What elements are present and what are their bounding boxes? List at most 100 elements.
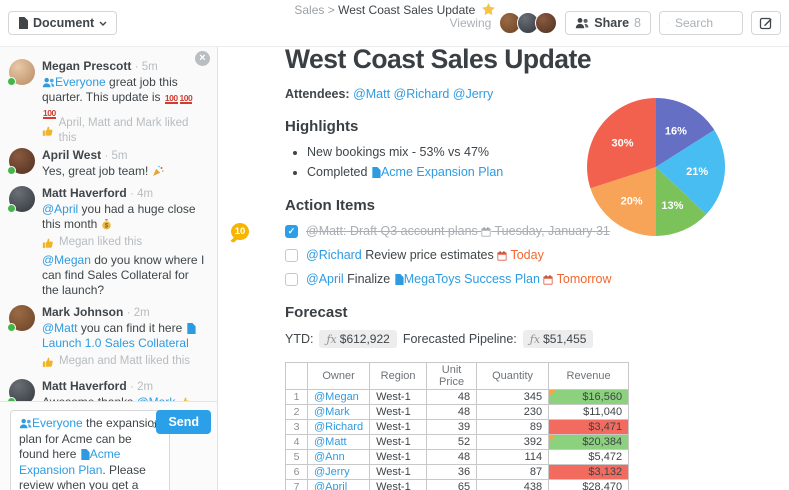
doc-link[interactable]: MegaToys Success Plan xyxy=(403,272,540,286)
message-author[interactable]: April West xyxy=(42,148,102,162)
unit-price-cell[interactable]: 48 xyxy=(426,404,478,420)
breadcrumb-section[interactable]: Sales xyxy=(294,3,325,17)
unit-price-cell[interactable]: 48 xyxy=(426,389,478,405)
column-header[interactable]: Quantity xyxy=(476,362,550,390)
due-date[interactable]: Tomorrow xyxy=(556,272,612,286)
page-title[interactable]: West Coast Sales Update xyxy=(285,46,592,74)
avatar[interactable] xyxy=(7,59,35,86)
pie-slice[interactable] xyxy=(656,97,715,167)
ytd-formula-pill[interactable]: ƒx $612,922 xyxy=(319,330,397,348)
pie-slice[interactable] xyxy=(656,130,726,215)
owner-cell[interactable]: @Matt xyxy=(306,434,371,450)
owner-cell[interactable]: @Jerry xyxy=(306,464,371,480)
revenue-cell[interactable]: $28,470 xyxy=(548,479,630,490)
revenue-cell[interactable]: $20,384 xyxy=(548,434,630,450)
mention[interactable]: @Mark xyxy=(136,395,176,402)
unit-price-cell[interactable]: 52 xyxy=(426,434,478,450)
thumbs-up-icon[interactable] xyxy=(42,356,54,368)
thumbs-up-icon[interactable] xyxy=(42,125,54,137)
mention-everyone[interactable]: Everyone xyxy=(32,416,83,430)
pie-slice[interactable] xyxy=(656,167,707,236)
column-header[interactable] xyxy=(285,362,308,390)
row-number-cell[interactable]: 4 xyxy=(285,434,308,450)
likes-row[interactable]: April, Matt and Mark liked this xyxy=(42,117,205,144)
row-number-cell[interactable]: 2 xyxy=(285,404,308,420)
doc-link[interactable]: Acme Expansion Plan xyxy=(19,447,121,477)
send-button[interactable]: Send xyxy=(156,410,211,434)
checkbox[interactable] xyxy=(285,272,298,286)
search-box[interactable] xyxy=(659,11,743,35)
quantity-cell[interactable]: 230 xyxy=(476,404,550,420)
likes-row[interactable]: Megan liked this xyxy=(42,236,205,249)
breadcrumb[interactable]: Sales > West Coast Sales Update xyxy=(0,3,789,17)
highlight-item[interactable]: New bookings mix - 53% vs 47% xyxy=(307,144,637,160)
owner-cell[interactable]: @Ann xyxy=(306,449,371,465)
column-header[interactable]: Revenue xyxy=(548,362,630,390)
region-cell[interactable]: West-1 xyxy=(369,449,428,465)
column-header[interactable]: Owner xyxy=(306,362,371,390)
unit-price-cell[interactable]: 36 xyxy=(426,464,478,480)
close-icon[interactable]: × xyxy=(195,51,210,66)
highlight-item[interactable]: Completed Acme Expansion Plan xyxy=(307,164,637,180)
document-canvas[interactable]: 10 16% 21% 13% 20% 30% West Coast Sales Upda… xyxy=(218,46,789,490)
region-cell[interactable]: West-1 xyxy=(369,434,428,450)
avatar[interactable] xyxy=(7,148,35,175)
action-item-text[interactable]: @Richard Review price estimates Today xyxy=(306,248,544,262)
quantity-cell[interactable]: 114 xyxy=(476,449,550,465)
checkbox[interactable] xyxy=(285,248,298,262)
region-cell[interactable]: West-1 xyxy=(369,389,428,405)
avatar[interactable] xyxy=(7,305,35,332)
mention[interactable]: @Richard xyxy=(306,248,362,262)
avatar[interactable] xyxy=(7,379,35,402)
search-input[interactable] xyxy=(673,15,735,31)
region-cell[interactable]: West-1 xyxy=(369,479,428,490)
quantity-cell[interactable]: 392 xyxy=(476,434,550,450)
thumbs-up-icon[interactable] xyxy=(42,237,54,249)
avatar[interactable] xyxy=(7,186,35,213)
owner-cell[interactable]: @April xyxy=(306,479,371,490)
region-cell[interactable]: West-1 xyxy=(369,404,428,420)
mention[interactable]: @Matt xyxy=(42,321,78,335)
region-cell[interactable]: West-1 xyxy=(369,419,428,435)
mention-everyone[interactable]: Everyone xyxy=(55,75,106,89)
comment-count-badge[interactable]: 10 xyxy=(231,223,249,240)
row-number-cell[interactable]: 5 xyxy=(285,449,308,465)
mention[interactable]: @April xyxy=(306,272,344,286)
revenue-cell[interactable]: $3,132 xyxy=(548,464,630,480)
revenue-cell[interactable]: $5,472 xyxy=(548,449,630,465)
region-cell[interactable]: West-1 xyxy=(369,464,428,480)
unit-price-cell[interactable]: 65 xyxy=(426,479,478,490)
likes-row[interactable]: Megan and Matt liked this xyxy=(42,355,205,368)
action-item-text[interactable]: @April Finalize MegaToys Success Plan To… xyxy=(306,272,612,286)
unit-price-cell[interactable]: 48 xyxy=(426,449,478,465)
pie-slice[interactable] xyxy=(590,167,656,236)
mention[interactable]: @April xyxy=(42,202,79,216)
document-menu-button[interactable]: Document xyxy=(8,11,118,35)
checkbox[interactable]: ✓ xyxy=(285,224,298,238)
column-header[interactable]: Region xyxy=(369,362,428,390)
column-header[interactable]: Unit Price xyxy=(426,362,478,390)
row-number-cell[interactable]: 3 xyxy=(285,419,308,435)
pie-slice[interactable] xyxy=(587,98,656,189)
message-author[interactable]: Mark Johnson xyxy=(42,305,124,319)
revenue-cell[interactable]: $16,560 xyxy=(548,389,630,405)
star-icon[interactable] xyxy=(481,3,495,16)
attendee-mentions[interactable]: @Matt @Richard @Jerry xyxy=(353,87,494,101)
owner-cell[interactable]: @Richard xyxy=(306,419,371,435)
row-number-cell[interactable]: 7 xyxy=(285,479,308,490)
owner-cell[interactable]: @Megan xyxy=(306,389,371,405)
message-author[interactable]: Matt Haverford xyxy=(42,186,127,200)
pipeline-formula-pill[interactable]: ƒx $51,455 xyxy=(522,330,594,348)
doc-link[interactable]: Acme Expansion Plan xyxy=(380,165,504,179)
due-date[interactable]: Today xyxy=(510,248,544,262)
quantity-cell[interactable]: 89 xyxy=(476,419,550,435)
mention[interactable]: @Megan xyxy=(42,253,91,267)
viewing-avatars[interactable] xyxy=(499,12,558,34)
unit-price-cell[interactable]: 39 xyxy=(426,419,478,435)
row-number-cell[interactable]: 1 xyxy=(285,389,308,405)
doc-link[interactable]: Launch 1.0 Sales Collateral xyxy=(42,336,189,350)
message-author[interactable]: Matt Haverford xyxy=(42,379,127,393)
share-button[interactable]: Share 8 xyxy=(565,11,651,35)
quantity-cell[interactable]: 345 xyxy=(476,389,550,405)
quantity-cell[interactable]: 87 xyxy=(476,464,550,480)
